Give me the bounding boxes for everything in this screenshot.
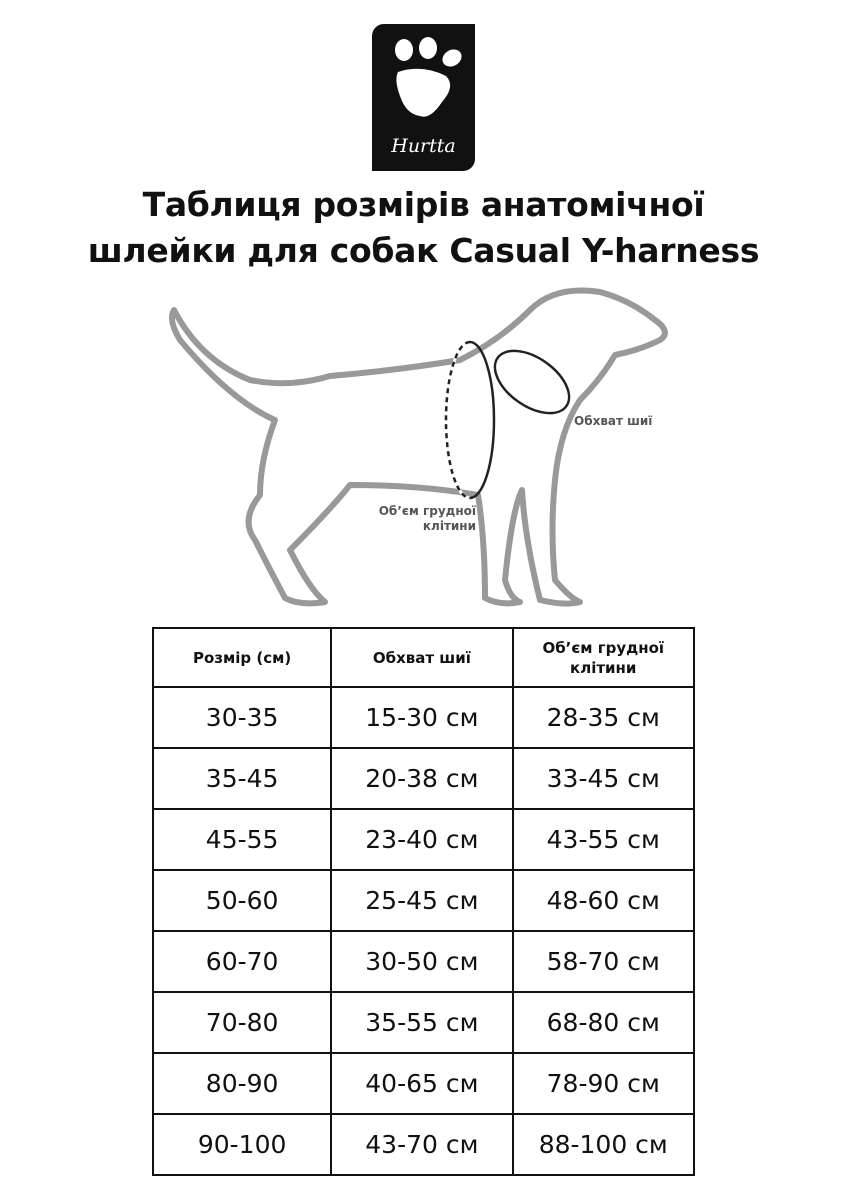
- neck-cell: 23-40 см: [330, 808, 514, 871]
- neck-label: Обхват шиї: [574, 414, 653, 428]
- size-cell: 80-90: [151, 1052, 333, 1115]
- table-header-row: Розмір (см) Обхват шиї Об’єм грудної клі…: [151, 627, 695, 688]
- page-title: Таблиця розмірів анатомічної шлейки для …: [87, 185, 760, 270]
- chest-cell: 28-35 см: [511, 686, 695, 749]
- neck-cell: 15-30 см: [330, 686, 514, 749]
- neck-cell: 30-50 см: [330, 930, 514, 993]
- neck-cell: 40-65 см: [330, 1052, 514, 1115]
- size-cell: 35-45: [151, 747, 333, 810]
- neck-cell: 20-38 см: [330, 747, 514, 810]
- table-row: 60-70 30-50 см 58-70 см: [151, 930, 695, 993]
- header-size: Розмір (см): [151, 627, 333, 688]
- table-row: 30-35 15-30 см 28-35 см: [151, 686, 695, 749]
- chest-cell: 58-70 см: [511, 930, 695, 993]
- chest-label: Об’єм грудної клітини: [378, 504, 476, 533]
- table-row: 70-80 35-55 см 68-80 см: [151, 991, 695, 1054]
- size-cell: 45-55: [151, 808, 333, 871]
- table-row: 80-90 40-65 см 78-90 см: [151, 1052, 695, 1115]
- neck-cell: 35-55 см: [330, 991, 514, 1054]
- table-row: 50-60 25-45 см 48-60 см: [151, 869, 695, 932]
- paw-icon: [395, 37, 462, 117]
- chest-cell: 33-45 см: [511, 747, 695, 810]
- dog-outline: [169, 287, 668, 607]
- neck-measure-line: [493, 349, 571, 415]
- dog-diagram: [169, 287, 668, 607]
- size-cell: 50-60: [151, 869, 333, 932]
- chest-cell: 88-100 см: [511, 1113, 695, 1176]
- chest-cell: 43-55 см: [511, 808, 695, 871]
- table-row: 45-55 23-40 см 43-55 см: [151, 808, 695, 871]
- header-neck: Обхват шиї: [330, 627, 514, 688]
- chest-cell: 68-80 см: [511, 991, 695, 1054]
- size-table: Розмір (см) Обхват шиї Об’єм грудної клі…: [151, 627, 695, 1176]
- size-cell: 60-70: [151, 930, 333, 993]
- size-cell: 30-35: [151, 686, 333, 749]
- size-cell: 90-100: [151, 1113, 333, 1176]
- size-cell: 70-80: [151, 991, 333, 1054]
- chest-cell: 78-90 см: [511, 1052, 695, 1115]
- table-row: 35-45 20-38 см 33-45 см: [151, 747, 695, 810]
- neck-cell: 43-70 см: [330, 1113, 514, 1176]
- header-chest: Об’єм грудної клітини: [511, 627, 695, 688]
- table-row: 90-100 43-70 см 88-100 см: [151, 1113, 695, 1176]
- chest-cell: 48-60 см: [511, 869, 695, 932]
- neck-cell: 25-45 см: [330, 869, 514, 932]
- hurtta-logo: Hurtta: [372, 24, 475, 171]
